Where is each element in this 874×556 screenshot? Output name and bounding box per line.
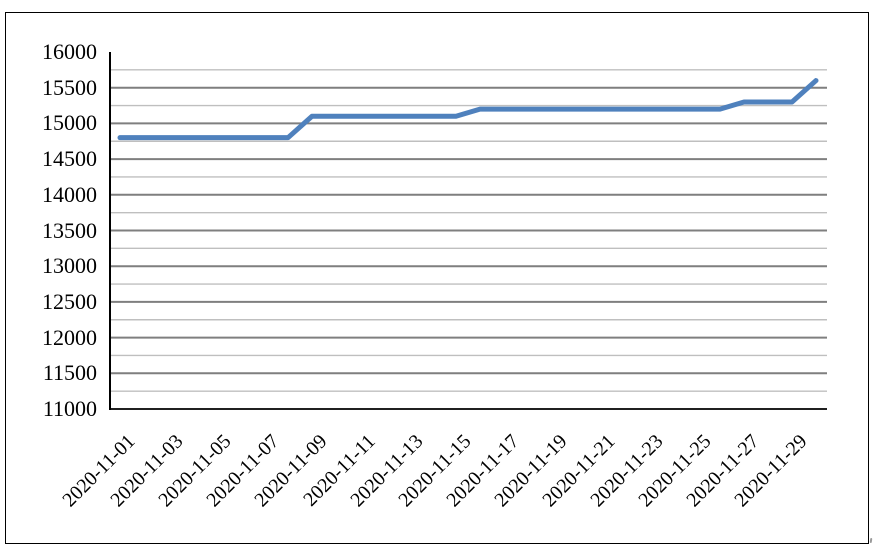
y-axis-tick-label: 13000: [42, 253, 97, 279]
y-axis-tick-label: 14000: [42, 181, 97, 207]
y-axis-tick-label: 11500: [42, 360, 97, 386]
y-axis-tick-label: 16000: [42, 39, 97, 64]
y-axis-tick-label: 11000: [42, 396, 97, 421]
y-axis-tick-label: 15500: [42, 74, 97, 100]
y-axis-tick-label: 14500: [42, 146, 97, 172]
price-line-series: [117, 78, 819, 141]
gridlines: [110, 69, 827, 392]
chart-border: [5, 12, 869, 544]
y-axis-tick-label: 12500: [42, 288, 97, 314]
y-axis-tick-label: 12000: [42, 324, 97, 350]
y-axis-tick-label: 15000: [42, 110, 97, 136]
axes: [109, 52, 827, 410]
y-axis-tick-label: 13500: [42, 217, 97, 243]
